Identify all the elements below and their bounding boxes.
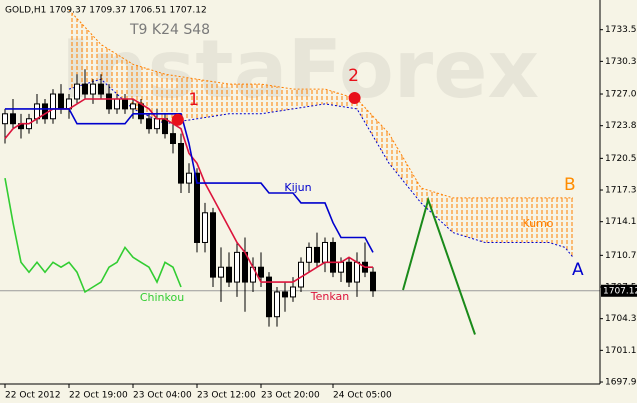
- projection-line: [402, 196, 476, 335]
- candle-body: [322, 241, 328, 263]
- y-tick-label: 1727.00: [605, 90, 637, 100]
- chart-title: GOLD,H1 1709.37 1709.37 1706.51 1707.12: [5, 6, 207, 16]
- y-tick-label: 1720.50: [605, 154, 637, 164]
- candle-body: [114, 98, 120, 110]
- x-tick-label: 23 Oct 12:00: [197, 391, 256, 401]
- y-tick-label: 1701.10: [605, 346, 637, 356]
- candle-body: [82, 83, 88, 95]
- candle-body: [274, 291, 280, 318]
- candle-body: [42, 103, 48, 120]
- y-tick-label: 1710.70: [605, 251, 637, 261]
- candle-body: [122, 98, 128, 110]
- candle-body: [306, 246, 312, 263]
- candle-body: [202, 212, 208, 243]
- candle-body: [130, 103, 136, 110]
- candle-body: [346, 261, 352, 283]
- candle-body: [338, 261, 344, 273]
- kumo-fill: [69, 9, 573, 258]
- annotation-label: 1: [188, 90, 199, 110]
- candle-body: [98, 83, 104, 95]
- candle-body: [330, 241, 336, 273]
- indicator-line: [4, 177, 182, 294]
- y-tick-label: 1723.80: [605, 121, 637, 131]
- candle-body: [138, 103, 144, 120]
- y-tick-label: 1717.30: [605, 186, 637, 196]
- indicator-line: [5, 108, 374, 253]
- annotation-label: A: [572, 260, 584, 280]
- candle-body: [58, 93, 64, 110]
- series-label: Kumo: [522, 217, 553, 230]
- x-tick-label: 22 Oct 2012: [5, 391, 61, 401]
- candle-body: [290, 286, 296, 298]
- candle-body: [146, 118, 152, 130]
- candle-body: [34, 103, 40, 120]
- annotation-marker: [348, 91, 361, 104]
- annotation-label: B: [564, 175, 576, 195]
- candle-body: [234, 251, 240, 283]
- candle-body: [210, 212, 216, 278]
- chart-subtitle: T9 K24 S48: [129, 22, 210, 38]
- annotation-marker: [171, 113, 184, 126]
- candle-body: [50, 93, 56, 120]
- candle-body: [258, 266, 264, 278]
- candle-body: [154, 118, 160, 130]
- candle-body: [162, 118, 168, 135]
- series-label: Kijun: [284, 181, 311, 194]
- candle-body: [266, 276, 272, 318]
- candle-body: [370, 271, 376, 292]
- x-tick-label: 23 Oct 20:00: [261, 391, 320, 401]
- x-tick-label: 23 Oct 04:00: [133, 391, 192, 401]
- candle-body: [74, 83, 80, 100]
- kumo-span-a: [68, 9, 573, 199]
- x-tick-label: 22 Oct 19:00: [69, 391, 128, 401]
- candle-body: [106, 93, 112, 110]
- y-tick-label: 1704.30: [605, 314, 637, 324]
- candle-body: [226, 266, 232, 283]
- y-tick-label: 1697.90: [605, 378, 637, 388]
- y-tick-label: 1733.50: [605, 25, 637, 35]
- x-tick-label: 24 Oct 05:00: [333, 391, 392, 401]
- candle-body: [2, 113, 8, 125]
- candle-body: [282, 291, 288, 298]
- last-price-box: [601, 284, 637, 297]
- candle-body: [178, 143, 184, 184]
- candle-body: [90, 83, 96, 95]
- candle-body: [298, 261, 304, 288]
- y-tick-label: 1730.30: [605, 57, 637, 67]
- series-label: Chinkou: [140, 291, 184, 304]
- candle-body: [314, 246, 320, 263]
- candle-body: [10, 113, 16, 125]
- candle-body: [354, 261, 360, 283]
- candle-body: [218, 266, 224, 278]
- annotation-label: 2: [348, 66, 359, 86]
- candle-body: [194, 172, 200, 243]
- candle-body: [170, 133, 176, 145]
- last-price-label: 1707.12: [603, 286, 637, 296]
- series-label: Tenkan: [310, 290, 350, 303]
- candle-body: [186, 172, 192, 184]
- y-tick-label: 1714.10: [605, 217, 637, 227]
